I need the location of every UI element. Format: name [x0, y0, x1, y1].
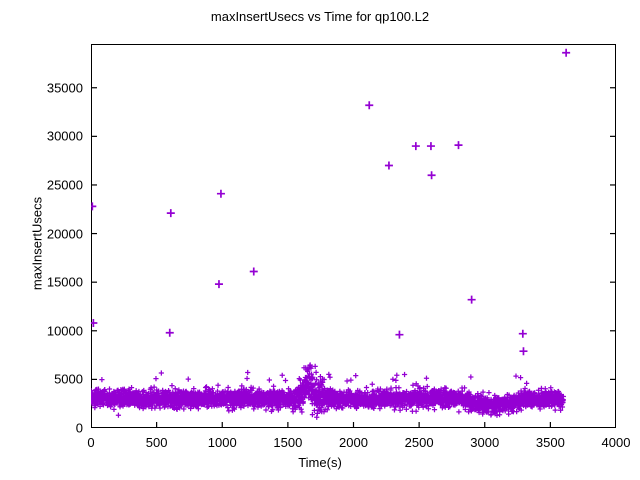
x-tick-label: 500 [145, 435, 168, 450]
x-tick-label: 1000 [207, 435, 237, 450]
y-tick-label: 10000 [46, 323, 83, 339]
x-tick-label: 2000 [339, 435, 368, 450]
x-tick-label: 3500 [535, 435, 565, 450]
x-tick-label: 3000 [470, 435, 500, 450]
chart-title: maxInsertUsecs vs Time for qp100.L2 [210, 9, 430, 24]
y-tick-label: 30000 [46, 128, 83, 144]
y-tick-label: 5000 [54, 371, 83, 387]
y-tick-label: 15000 [46, 274, 83, 290]
plot-frame [91, 44, 616, 428]
plot-canvas [91, 48, 616, 428]
x-tick-label: 1500 [273, 435, 303, 450]
y-tick-label: 25000 [46, 177, 83, 193]
y-tick-label: 35000 [46, 80, 83, 96]
y-axis-title: maxInsertUsecs [29, 196, 45, 291]
x-tick-label: 0 [87, 435, 95, 450]
x-axis-title: Time(s) [298, 455, 342, 470]
outlier-points [91, 48, 571, 356]
data-point-cloud [91, 362, 566, 420]
x-tick-label: 4000 [601, 435, 631, 450]
y-tick-label: 20000 [46, 226, 83, 242]
y-tick-label: 0 [75, 420, 83, 436]
x-tick-label: 2500 [404, 435, 434, 450]
